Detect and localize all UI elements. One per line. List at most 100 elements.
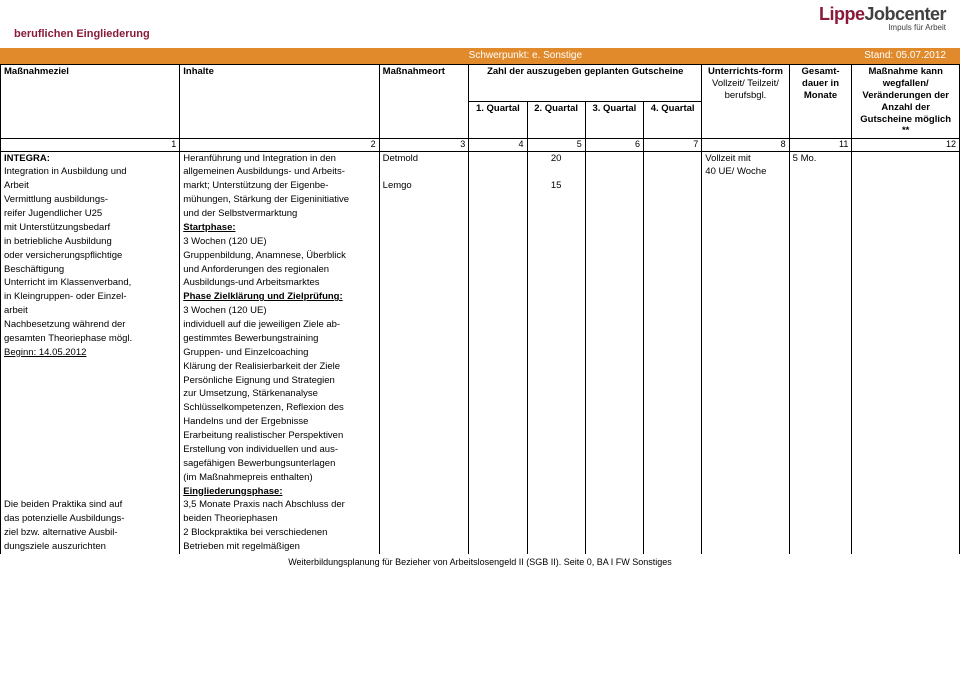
cell-q4: [644, 401, 702, 415]
num-7: 7: [644, 139, 702, 151]
cell-q4: [644, 415, 702, 429]
table-body: INTEGRA:Heranführung und Integration in …: [1, 151, 960, 554]
cell-q4: [644, 360, 702, 374]
cell-q3: [585, 346, 643, 360]
cell-q4: [644, 443, 702, 457]
cell-inhalte: Heranführung und Integration in den: [180, 151, 379, 165]
table-row: sagefähigen Bewerbungsunterlagen: [1, 457, 960, 471]
cell-q3: [585, 360, 643, 374]
cell-q2: [527, 235, 585, 249]
table-row: dungsziele auszurichtenBetrieben mit reg…: [1, 540, 960, 554]
cell-ort: [379, 207, 469, 221]
cell-ziel: [1, 415, 180, 429]
cell-q1: [469, 457, 527, 471]
cell-form: [702, 304, 789, 318]
cell-ort: Lemgo: [379, 179, 469, 193]
table-row: Integration in Ausbildung undallgemeinen…: [1, 165, 960, 179]
cell-dauer: [789, 165, 852, 179]
cell-inhalte: Eingliederungsphase:: [180, 485, 379, 499]
cell-q3: [585, 263, 643, 277]
cell-ort: [379, 332, 469, 346]
cell-q1: [469, 401, 527, 415]
cell-form: 40 UE/ Woche: [702, 165, 789, 179]
cell-form: [702, 221, 789, 235]
cell-q4: [644, 540, 702, 554]
table-row: Beginn: 14.05.2012Gruppen- und Einzelcoa…: [1, 346, 960, 360]
cell-form: [702, 346, 789, 360]
cell-wegfall: [852, 179, 960, 193]
cell-inhalte: Betrieben mit regelmäßigen: [180, 540, 379, 554]
cell-inhalte: mühungen, Stärkung der Eigeninitiative: [180, 193, 379, 207]
cell-q2: [527, 193, 585, 207]
cell-inhalte: Handelns und der Ergebnisse: [180, 415, 379, 429]
header-title: beruflichen Eingliederung: [14, 28, 150, 40]
cell-q4: [644, 276, 702, 290]
cell-form: [702, 276, 789, 290]
cell-wegfall: [852, 207, 960, 221]
cell-form: [702, 360, 789, 374]
cell-ziel: [1, 443, 180, 457]
cell-ziel: [1, 429, 180, 443]
cell-ort: [379, 401, 469, 415]
cell-wegfall: [852, 387, 960, 401]
cell-ziel: ziel bzw. alternative Ausbil-: [1, 526, 180, 540]
th-q1: 1. Quartal: [469, 102, 527, 139]
cell-dauer: [789, 429, 852, 443]
cell-q4: [644, 318, 702, 332]
th-form: Unterrichts-form Vollzeit/ Teilzeit/ ber…: [702, 65, 789, 139]
cell-dauer: [789, 235, 852, 249]
table-row: Arbeitmarkt; Unterstützung der Eigenbe-L…: [1, 179, 960, 193]
cell-ziel: in Kleingruppen- oder Einzel-: [1, 290, 180, 304]
cell-form: [702, 332, 789, 346]
header-row-1: Maßnahmeziel Inhalte Maßnahmeort Zahl de…: [1, 65, 960, 102]
th-form-b: Vollzeit/ Teilzeit/ berufsbgl.: [712, 78, 779, 101]
cell-ort: [379, 318, 469, 332]
cell-ort: [379, 485, 469, 499]
cell-q2: [527, 471, 585, 485]
cell-wegfall: [852, 235, 960, 249]
num-1: 1: [1, 139, 180, 151]
cell-ort: [379, 512, 469, 526]
cell-wegfall: [852, 360, 960, 374]
logo: LippeJobcenter Impuls für Arbeit: [819, 4, 946, 32]
cell-form: [702, 512, 789, 526]
cell-ort: [379, 276, 469, 290]
th-q2: 2. Quartal: [527, 102, 585, 139]
cell-form: [702, 401, 789, 415]
cell-inhalte: 3 Wochen (120 UE): [180, 235, 379, 249]
cell-wegfall: [852, 540, 960, 554]
table-row: zur Umsetzung, Stärkenanalyse: [1, 387, 960, 401]
cell-q4: [644, 207, 702, 221]
cell-wegfall: [852, 221, 960, 235]
cell-inhalte: Gruppen- und Einzelcoaching: [180, 346, 379, 360]
cell-dauer: [789, 360, 852, 374]
num-8: 8: [702, 139, 789, 151]
cell-inhalte: individuell auf die jeweiligen Ziele ab-: [180, 318, 379, 332]
cell-q4: [644, 526, 702, 540]
cell-q2: [527, 221, 585, 235]
cell-inhalte: sagefähigen Bewerbungsunterlagen: [180, 457, 379, 471]
cell-ziel: INTEGRA:: [1, 151, 180, 165]
table-row: Vermittlung ausbildungs-mühungen, Stärku…: [1, 193, 960, 207]
cell-ort: [379, 221, 469, 235]
cell-q2: [527, 512, 585, 526]
cell-form: [702, 526, 789, 540]
cell-q3: [585, 526, 643, 540]
cell-inhalte: und Anforderungen des regionalen: [180, 263, 379, 277]
cell-q3: [585, 443, 643, 457]
num-5: 5: [527, 139, 585, 151]
cell-q3: [585, 415, 643, 429]
cell-q1: [469, 512, 527, 526]
cell-dauer: [789, 401, 852, 415]
cell-form: [702, 374, 789, 388]
th-massnahmeziel: Maßnahmeziel: [1, 65, 180, 139]
cell-ziel: oder versicherungspflichtige: [1, 249, 180, 263]
cell-dauer: [789, 457, 852, 471]
cell-q3: [585, 429, 643, 443]
th-gutscheine: Zahl der auszugeben geplanten Gutscheine: [469, 65, 702, 102]
cell-wegfall: [852, 498, 960, 512]
cell-q2: [527, 290, 585, 304]
cell-inhalte: Gruppenbildung, Anamnese, Überblick: [180, 249, 379, 263]
cell-form: [702, 193, 789, 207]
table-row: Die beiden Praktika sind auf3,5 Monate P…: [1, 498, 960, 512]
